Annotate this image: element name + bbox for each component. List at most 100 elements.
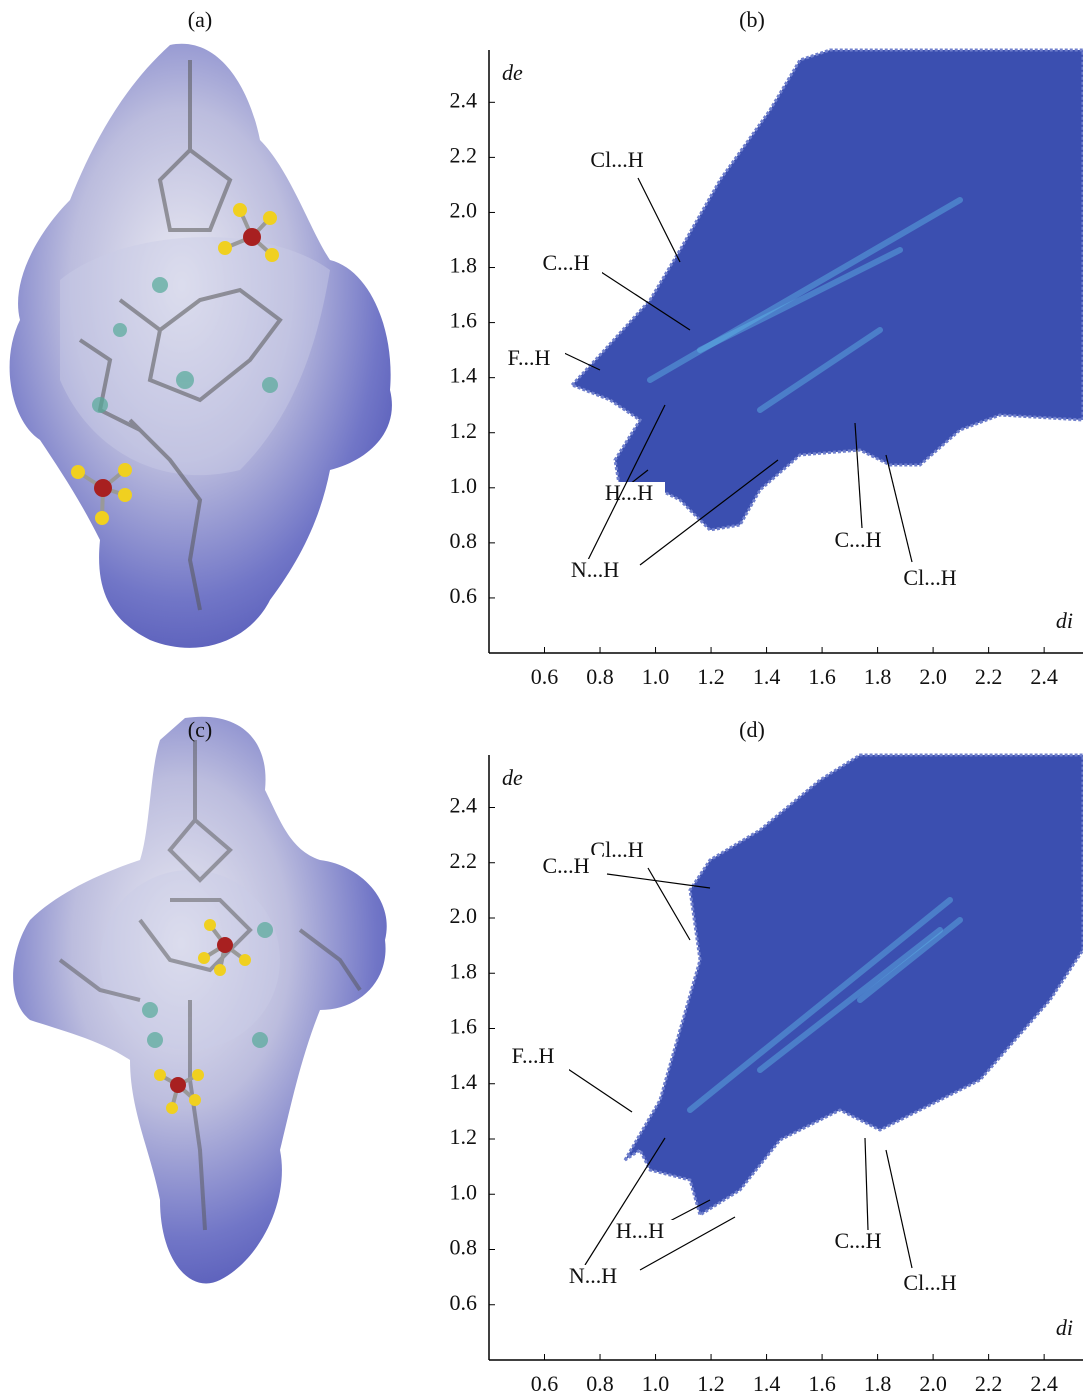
y-tick-label: 1.8: [450, 958, 478, 983]
leader-line: [606, 873, 711, 889]
label-backdrop: [822, 529, 894, 555]
x-axis-label: di: [1056, 608, 1073, 633]
annotation: F...H: [512, 1043, 555, 1068]
annotation: N...H: [569, 1263, 617, 1288]
x-tick-label: 1.0: [642, 1371, 670, 1395]
label-backdrop: [559, 559, 631, 585]
y-tick-label: 2.4: [450, 87, 478, 112]
y-tick-label: 1.4: [450, 1069, 478, 1094]
density-streak: [857, 917, 963, 1003]
y-tick-label: 1.4: [450, 363, 478, 388]
x-tick-label: 1.8: [864, 664, 892, 689]
x-tick-label: 1.8: [864, 1371, 892, 1395]
y-tick-label: 0.6: [450, 583, 478, 608]
label-backdrop: [497, 1045, 569, 1071]
annotation: C...H: [542, 853, 589, 878]
annotation: C...H: [834, 527, 881, 552]
x-tick-label: 1.6: [808, 664, 836, 689]
x-tick-label: 1.2: [697, 1371, 725, 1395]
annotation: F...H: [508, 345, 551, 370]
y-tick-label: 1.0: [450, 473, 478, 498]
y-axis-label: de: [502, 60, 523, 85]
x-tick-label: 2.2: [975, 1371, 1003, 1395]
y-tick-label: 0.8: [450, 1235, 478, 1260]
leader-line: [561, 1064, 633, 1113]
leader-line: [854, 422, 863, 529]
label-backdrop: [593, 482, 665, 508]
annotation: Cl...H: [903, 1270, 956, 1295]
x-tick-label: 0.6: [531, 1371, 559, 1395]
panel-label: (c): [188, 717, 212, 742]
x-tick-label: 2.0: [919, 1371, 947, 1395]
density-streak: [687, 897, 953, 1113]
annotation: H...H: [616, 1218, 664, 1243]
label-backdrop: [604, 1220, 676, 1246]
y-tick-label: 1.2: [450, 418, 478, 443]
leader-line: [639, 1216, 736, 1271]
leader-line: [885, 454, 913, 563]
x-tick-label: 2.2: [975, 664, 1003, 689]
x-tick-label: 2.0: [919, 664, 947, 689]
density-streak: [697, 247, 903, 353]
y-tick-label: 2.2: [450, 848, 478, 873]
fingerprint-area: [623, 753, 1083, 1218]
fingerprint-plot: 0.6 0.8 1.0 1.2 1.4 1.6 1.8 2.0 2.2 2.4 0.6 0.8 1.0 1…: [450, 48, 1083, 689]
panel-label: (b): [739, 7, 765, 32]
y-tick-label: 2.4: [450, 793, 478, 818]
leader-line: [864, 1137, 869, 1231]
y-axis-label: de: [502, 765, 523, 790]
y-tick-label: 0.6: [450, 1290, 478, 1315]
fingerprint-area: [569, 48, 1083, 532]
label-backdrop: [581, 149, 653, 175]
density-streak: [757, 927, 943, 1073]
annotation: H...H: [605, 480, 653, 505]
x-tick-label: 1.2: [697, 664, 725, 689]
panel-label: (a): [188, 7, 212, 32]
y-tick-label: 2.0: [450, 903, 478, 928]
annotation: C...H: [834, 1228, 881, 1253]
hirshfeld-surface-c: [13, 716, 387, 1284]
y-tick-label: 1.2: [450, 1124, 478, 1149]
x-tick-label: 0.8: [586, 1371, 614, 1395]
label-backdrop: [894, 1272, 966, 1298]
leader-line: [637, 177, 681, 263]
label-backdrop: [493, 347, 565, 373]
leader-line: [639, 459, 779, 566]
x-tick-label: 0.6: [531, 664, 559, 689]
x-tick-label: 1.6: [808, 1371, 836, 1395]
leader-line: [647, 867, 691, 941]
leader-line: [885, 1149, 913, 1269]
y-tick-label: 0.8: [450, 528, 478, 553]
label-backdrop: [894, 567, 966, 593]
density-streak: [757, 327, 883, 413]
x-tick-label: 1.4: [753, 1371, 781, 1395]
density-streak: [647, 197, 963, 383]
panel-label: (d): [739, 717, 765, 742]
hirshfeld-surface-a: [9, 43, 392, 648]
y-tick-label: 2.0: [450, 197, 478, 222]
y-tick-label: 2.2: [450, 142, 478, 167]
annotation: N...H: [571, 557, 619, 582]
x-tick-label: 1.4: [753, 664, 781, 689]
annotation: C...H: [542, 250, 589, 275]
x-tick-label: 2.4: [1030, 664, 1058, 689]
leader-line: [667, 1199, 711, 1223]
label-backdrop: [530, 252, 602, 278]
annotation: Cl...H: [903, 565, 956, 590]
y-tick-label: 1.6: [450, 1014, 478, 1039]
x-tick-label: 1.0: [642, 664, 670, 689]
leader-line: [561, 351, 601, 371]
x-tick-label: 2.4: [1030, 1371, 1058, 1395]
x-axis-label: di: [1056, 1315, 1073, 1340]
leader-line: [584, 1137, 666, 1266]
label-backdrop: [530, 855, 602, 881]
y-tick-label: 1.8: [450, 253, 478, 278]
label-backdrop: [822, 1230, 894, 1256]
y-tick-label: 1.0: [450, 1179, 478, 1204]
annotation: Cl...H: [590, 147, 643, 172]
y-tick-label: 1.6: [450, 308, 478, 333]
x-tick-label: 0.8: [586, 664, 614, 689]
leader-line: [587, 404, 666, 561]
label-backdrop: [557, 1265, 629, 1291]
